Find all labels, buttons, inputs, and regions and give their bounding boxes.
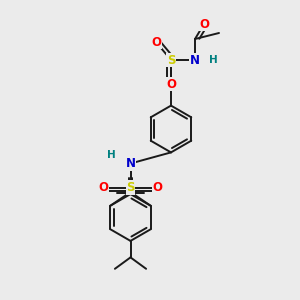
Text: O: O — [199, 17, 209, 31]
Text: N: N — [190, 53, 200, 67]
Text: N: N — [125, 157, 136, 170]
Text: S: S — [126, 181, 135, 194]
Text: O: O — [98, 181, 109, 194]
Text: O: O — [151, 35, 161, 49]
Text: O: O — [166, 77, 176, 91]
Text: H: H — [208, 55, 217, 65]
Text: H: H — [107, 149, 116, 160]
Text: S: S — [167, 53, 175, 67]
Text: O: O — [152, 181, 163, 194]
